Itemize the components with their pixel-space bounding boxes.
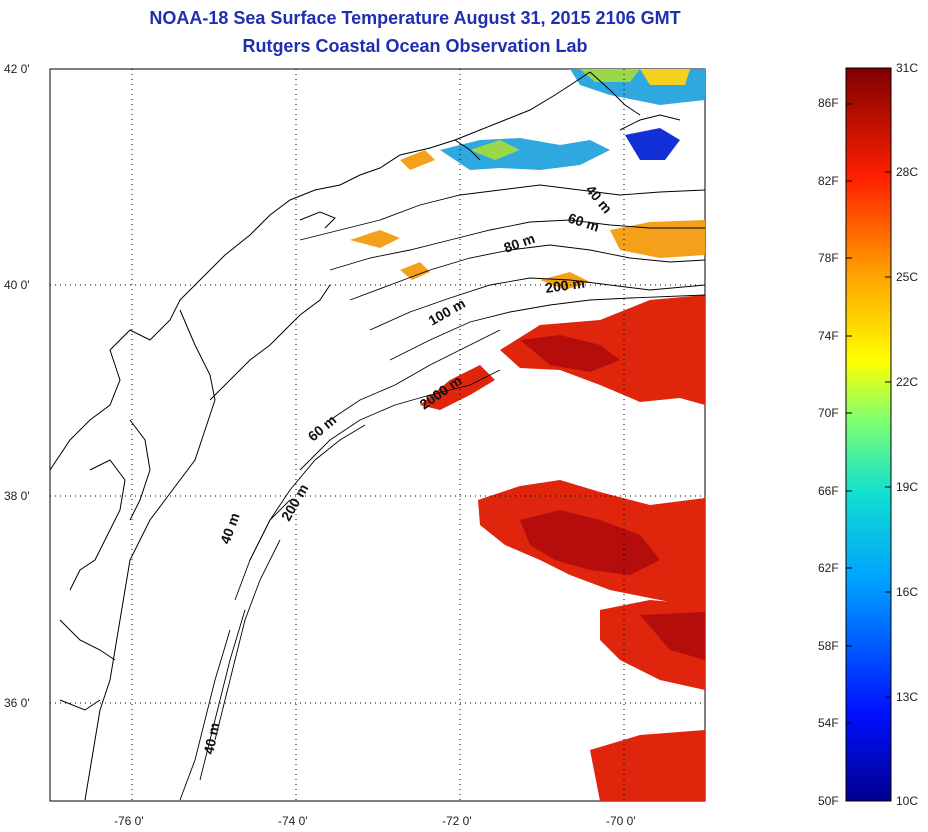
colorbar-f-label: 58F [818, 639, 839, 653]
colorbar-f-label: 70F [818, 406, 839, 420]
map-title: NOAA-18 Sea Surface Temperature August 3… [149, 8, 681, 28]
sst-warm-patch-shelf [420, 365, 495, 410]
sst-warm-patch-corner [590, 730, 705, 801]
sst-orange-patch-4 [400, 150, 435, 170]
colorbar-c-label: 16C [896, 585, 919, 599]
sst-cold-patch [625, 128, 680, 160]
colorbar-f-label: 86F [818, 96, 839, 110]
bathymetry-contours [179, 184, 705, 801]
sst-green-patch-ne [580, 69, 640, 82]
colorbar-f-label: 78F [818, 251, 839, 265]
lat-label: 38 0' [4, 489, 30, 503]
grid [50, 69, 705, 801]
map-frame [49, 68, 706, 802]
colorbar-f-label: 66F [818, 484, 839, 498]
lon-label: -74 0' [278, 814, 308, 828]
colorbar-c-label: 19C [896, 480, 919, 494]
lat-label: 40 0' [4, 278, 30, 292]
sst-orange-patch-east [610, 220, 705, 258]
colorbar-f-label: 62F [818, 561, 839, 575]
sst-hot-patch-south [520, 510, 660, 575]
colorbar-c-label: 25C [896, 270, 919, 284]
colorbar-c-label: 10C [896, 794, 919, 808]
sst-patches [350, 69, 705, 801]
colorbar-c-label: 13C [896, 690, 919, 704]
sst-green-patch-north [470, 140, 520, 160]
lon-label: -70 0' [606, 814, 636, 828]
colorbar-ticks [846, 67, 891, 802]
colorbar-c-label: 31C [896, 61, 919, 75]
sst-hot-patch-se [640, 612, 705, 660]
sst-orange-patch-3 [540, 272, 590, 290]
sst-orange-patch-1 [350, 230, 400, 248]
colorbar-c-label: 22C [896, 375, 919, 389]
colorbar-f-label: 54F [818, 716, 839, 730]
lon-label: -76 0' [114, 814, 144, 828]
lat-label: 36 0' [4, 696, 30, 710]
coastline [50, 71, 681, 801]
colorbar-f-label: 50F [818, 794, 839, 808]
colorbar-f-label: 82F [818, 174, 839, 188]
colorbar [845, 67, 892, 802]
map-subtitle: Rutgers Coastal Ocean Observation Lab [242, 36, 588, 56]
contour-label: 200 m [544, 275, 586, 296]
lat-label: 42 0' [4, 62, 30, 76]
colorbar-f-label: 74F [818, 329, 839, 343]
colorbar-c-label: 28C [896, 165, 919, 179]
sst-orange-patch-2 [400, 262, 430, 280]
sst-hot-patch-mid [520, 335, 620, 372]
contour-label: 40 m [200, 721, 222, 756]
sst-yellow-patch-ne [640, 69, 690, 85]
lon-label: -72 0' [442, 814, 472, 828]
